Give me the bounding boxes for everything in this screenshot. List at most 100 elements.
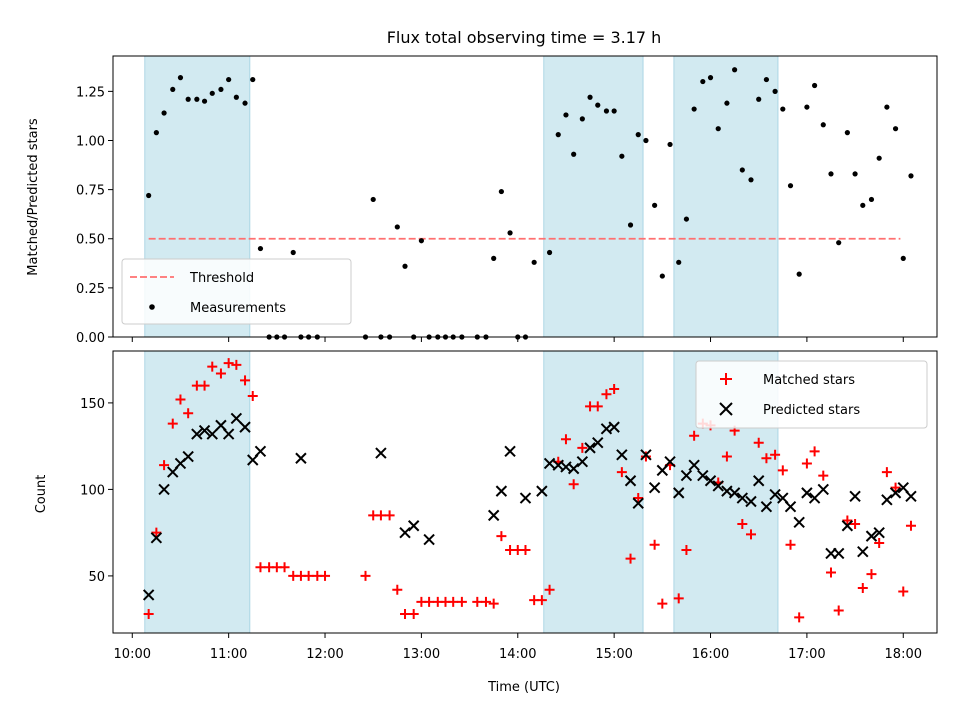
measurement-point xyxy=(772,88,778,94)
measurement-point xyxy=(290,249,296,256)
matched-point xyxy=(488,598,499,609)
y-tick-label: 0.25 xyxy=(76,282,105,297)
measurement-point xyxy=(683,216,690,222)
matched-point xyxy=(625,553,636,564)
measurement-point xyxy=(619,153,625,159)
predicted-point xyxy=(592,436,604,449)
measurement-point xyxy=(177,75,184,81)
matched-point xyxy=(400,608,411,619)
matched-point xyxy=(633,493,644,504)
matched-point xyxy=(905,520,916,531)
predicted-point xyxy=(543,457,556,470)
measurement-point xyxy=(194,96,200,102)
matched-point xyxy=(818,470,829,481)
matched-point xyxy=(167,418,178,429)
matched-point xyxy=(408,608,419,619)
measurement-point xyxy=(868,196,875,203)
legend-box xyxy=(695,360,928,429)
x-tick-label: 11:00 xyxy=(210,647,247,662)
matched-point xyxy=(375,510,386,521)
matched-point xyxy=(689,430,700,441)
matched-point xyxy=(215,368,226,379)
shaded-interval xyxy=(543,55,644,338)
measurement-point xyxy=(748,177,754,183)
measurement-point xyxy=(804,104,810,110)
measurement-point xyxy=(876,155,882,161)
matched-point xyxy=(794,612,805,623)
predicted-point xyxy=(745,495,757,508)
measurement-point xyxy=(796,271,802,277)
predicted-point xyxy=(150,532,163,544)
measurement-point xyxy=(691,106,697,112)
matched-point xyxy=(520,544,531,555)
matched-point xyxy=(231,359,242,370)
measurement-point xyxy=(418,238,424,244)
predicted-point xyxy=(857,545,869,558)
predicted-point xyxy=(873,526,885,539)
matched-point xyxy=(384,510,395,521)
matched-point xyxy=(616,467,627,478)
matched-point xyxy=(801,458,812,469)
matched-point xyxy=(745,529,756,540)
measurement-point xyxy=(555,132,561,138)
matched-point xyxy=(360,570,371,581)
legend-measurements-label: Measurements xyxy=(190,301,286,316)
matched-point xyxy=(753,437,764,448)
predicted-point xyxy=(841,520,854,532)
measurement-point xyxy=(724,100,730,106)
matched-point xyxy=(151,527,162,538)
matched-point xyxy=(392,584,403,595)
x-tick-label: 16:00 xyxy=(692,647,729,662)
chart-title: Flux total observing time = 3.17 h xyxy=(387,28,662,47)
y-tick-label: 1.00 xyxy=(76,134,105,149)
matched-point xyxy=(874,538,885,549)
x-tick-label: 13:00 xyxy=(403,647,440,662)
predicted-point xyxy=(407,520,420,532)
matched-point xyxy=(737,519,748,530)
measurement-point xyxy=(531,259,537,265)
predicted-point xyxy=(905,490,917,503)
matched-point xyxy=(496,531,507,542)
matched-point xyxy=(143,608,154,619)
y-tick-label: 0.75 xyxy=(76,184,105,199)
measurement-point xyxy=(603,108,610,114)
predicted-point xyxy=(889,487,902,499)
predicted-point xyxy=(640,449,652,461)
matched-point xyxy=(448,596,459,607)
measurement-point xyxy=(491,255,497,261)
measurement-point xyxy=(844,130,850,136)
measurement-point xyxy=(732,67,738,73)
predicted-point xyxy=(881,494,893,506)
matched-point xyxy=(255,562,266,573)
measurement-point xyxy=(498,188,504,195)
matched-point xyxy=(898,586,909,597)
x-tick-label: 17:00 xyxy=(788,647,825,662)
matched-point xyxy=(640,451,651,462)
matched-point xyxy=(890,482,901,493)
matched-point xyxy=(240,375,251,386)
y-tick-label: 0.50 xyxy=(76,233,105,248)
legend-matched-swatch xyxy=(720,373,732,385)
matched-point xyxy=(721,451,732,462)
y-tick-label: 150 xyxy=(80,397,105,412)
predicted-point xyxy=(222,428,235,440)
matched-point xyxy=(247,390,258,401)
measurement-point xyxy=(667,141,673,148)
predicted-point xyxy=(584,442,596,454)
measurement-point xyxy=(860,202,866,208)
matched-point xyxy=(560,434,571,445)
x-tick-label: 15:00 xyxy=(595,647,632,662)
predicted-point xyxy=(254,445,267,458)
ratio-panel: 0.00 0.25 0.50 0.75 1.00 1.25 xyxy=(76,55,938,346)
legend-predicted-label: Predicted stars xyxy=(763,403,860,418)
predicted-point xyxy=(865,530,878,542)
matched-point xyxy=(649,539,660,550)
predicted-point xyxy=(817,483,829,496)
measurement-point xyxy=(587,94,593,100)
predicted-point xyxy=(664,456,676,468)
matched-point xyxy=(159,460,170,471)
predicted-point xyxy=(567,462,580,475)
y-tick-label: 50 xyxy=(88,570,105,585)
shaded-interval xyxy=(673,55,779,338)
